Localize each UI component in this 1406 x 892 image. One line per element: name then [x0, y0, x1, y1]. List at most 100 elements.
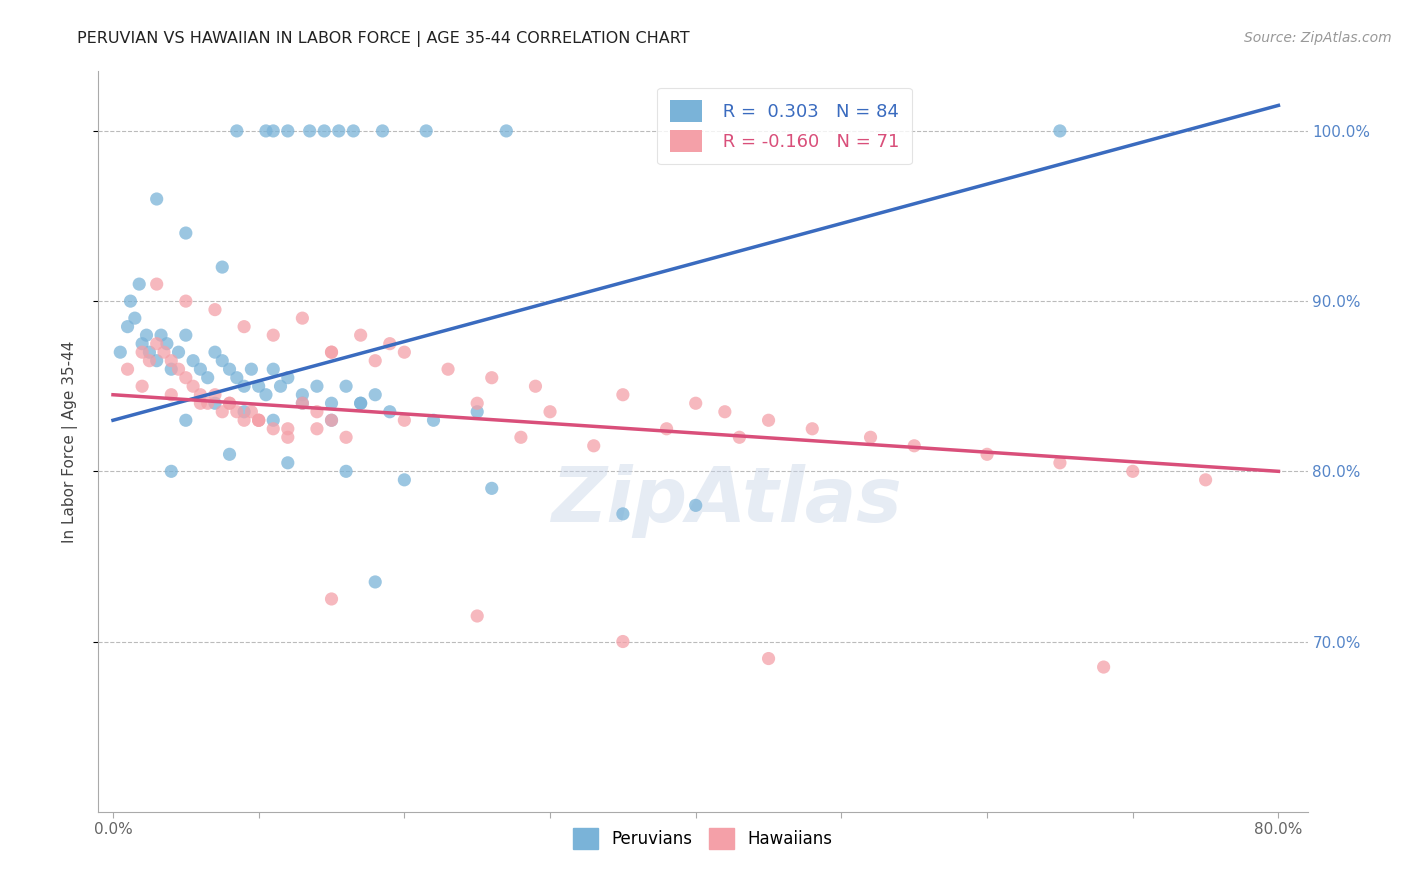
Point: [465, 396, 488, 410]
Point: [131, 379, 153, 393]
Point: [321, 413, 343, 427]
Point: [350, 396, 373, 410]
Point: [167, 345, 190, 359]
Point: [190, 396, 212, 410]
Point: [160, 464, 183, 478]
Point: [138, 353, 160, 368]
Point: [394, 413, 416, 427]
Point: [685, 499, 707, 513]
Point: [612, 634, 634, 648]
Point: [321, 396, 343, 410]
Point: [211, 260, 233, 274]
Point: [371, 124, 394, 138]
Point: [262, 124, 284, 138]
Point: [481, 370, 503, 384]
Point: [335, 430, 357, 444]
Point: [233, 379, 256, 393]
Point: [685, 396, 707, 410]
Text: PERUVIAN VS HAWAIIAN IN LABOR FORCE | AGE 35-44 CORRELATION CHART: PERUVIAN VS HAWAIIAN IN LABOR FORCE | AG…: [77, 31, 690, 47]
Point: [190, 388, 212, 402]
Point: [394, 345, 416, 359]
Point: [204, 396, 226, 410]
Point: [225, 370, 247, 384]
Point: [277, 430, 299, 444]
Y-axis label: In Labor Force | Age 35-44: In Labor Force | Age 35-44: [62, 341, 77, 542]
Point: [612, 507, 634, 521]
Point: [160, 362, 183, 376]
Point: [378, 405, 401, 419]
Point: [174, 413, 197, 427]
Point: [394, 473, 416, 487]
Point: [174, 328, 197, 343]
Point: [156, 336, 179, 351]
Point: [181, 353, 204, 368]
Point: [110, 345, 132, 359]
Point: [538, 405, 561, 419]
Point: [277, 456, 299, 470]
Point: [240, 405, 263, 419]
Point: [758, 651, 780, 665]
Point: [859, 430, 882, 444]
Point: [415, 124, 437, 138]
Point: [262, 422, 284, 436]
Point: [233, 319, 256, 334]
Point: [138, 345, 160, 359]
Point: [124, 311, 146, 326]
Point: [197, 396, 219, 410]
Point: [218, 396, 240, 410]
Point: [378, 336, 401, 351]
Point: [211, 353, 233, 368]
Point: [298, 124, 321, 138]
Point: [218, 447, 240, 461]
Point: [758, 413, 780, 427]
Point: [291, 388, 314, 402]
Point: [305, 422, 328, 436]
Point: [328, 124, 350, 138]
Point: [174, 226, 197, 240]
Point: [145, 277, 167, 292]
Point: [305, 405, 328, 419]
Point: [204, 345, 226, 359]
Point: [218, 396, 240, 410]
Point: [225, 405, 247, 419]
Point: [422, 413, 444, 427]
Point: [211, 405, 233, 419]
Point: [481, 481, 503, 495]
Point: [714, 405, 737, 419]
Point: [204, 302, 226, 317]
Point: [145, 192, 167, 206]
Point: [233, 413, 256, 427]
Point: [254, 124, 277, 138]
Point: [291, 396, 314, 410]
Point: [314, 124, 336, 138]
Point: [117, 362, 139, 376]
Point: [135, 328, 157, 343]
Point: [225, 124, 247, 138]
Text: Source: ZipAtlas.com: Source: ZipAtlas.com: [1244, 31, 1392, 45]
Point: [247, 413, 270, 427]
Legend: Peruvians, Hawaiians: Peruvians, Hawaiians: [567, 822, 839, 855]
Point: [350, 328, 373, 343]
Point: [655, 422, 678, 436]
Point: [181, 379, 204, 393]
Point: [145, 336, 167, 351]
Point: [465, 609, 488, 624]
Point: [153, 345, 176, 359]
Point: [495, 124, 517, 138]
Point: [291, 396, 314, 410]
Point: [128, 277, 150, 292]
Point: [321, 413, 343, 427]
Point: [233, 405, 256, 419]
Point: [305, 379, 328, 393]
Text: ZipAtlas: ZipAtlas: [551, 464, 903, 538]
Point: [262, 413, 284, 427]
Point: [218, 362, 240, 376]
Point: [131, 345, 153, 359]
Point: [335, 464, 357, 478]
Point: [465, 405, 488, 419]
Point: [167, 362, 190, 376]
Point: [321, 345, 343, 359]
Point: [270, 379, 292, 393]
Point: [364, 388, 387, 402]
Point: [1049, 456, 1071, 470]
